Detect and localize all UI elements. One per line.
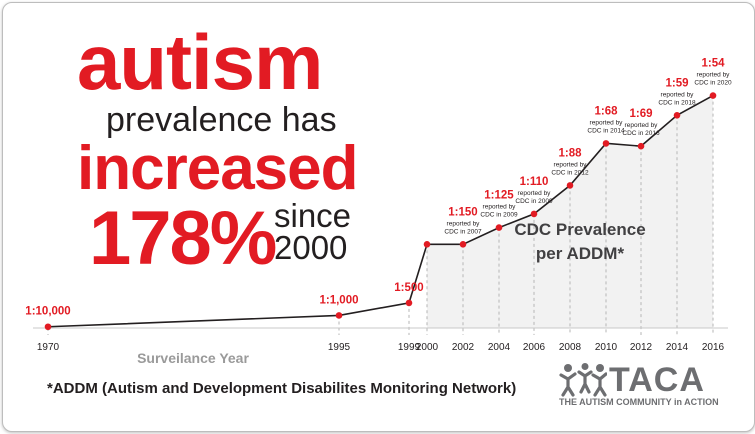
- x-tick-label: 2002: [452, 342, 475, 353]
- x-tick-label: 2000: [416, 342, 439, 353]
- prevalence-line: [47, 94, 714, 328]
- data-note: reported by: [447, 220, 481, 227]
- data-note: reported by: [697, 72, 731, 79]
- headline-percent: 178%: [89, 196, 277, 281]
- headline-autism: autism: [77, 18, 323, 106]
- headline-since: since: [274, 197, 352, 234]
- x-tick-label: 1999: [398, 342, 421, 353]
- headline-increased: increased: [77, 134, 359, 203]
- x-tick-label: 2016: [702, 342, 725, 353]
- data-point: [637, 142, 645, 150]
- data-note: CDC in 2018: [658, 99, 696, 106]
- x-tick-label: 2012: [630, 342, 653, 353]
- x-tick-label: 2008: [559, 342, 582, 353]
- data-note: CDC in 2009: [515, 198, 553, 205]
- data-note: reported by: [483, 204, 517, 211]
- data-label: 1:69: [629, 108, 652, 120]
- logo-tagline: THE AUTISM COMMUNITY in ACTION: [559, 397, 719, 407]
- data-point: [495, 224, 503, 231]
- headline-year: 2000: [274, 229, 348, 266]
- x-tick-label: 2004: [488, 342, 511, 353]
- chart-title-line1: CDC Prevalence: [514, 220, 645, 239]
- x-axis-label: Surveilance Year: [137, 350, 249, 366]
- data-point: [335, 312, 343, 319]
- data-label: 1:125: [484, 190, 514, 202]
- data-point: [709, 92, 717, 99]
- taca-logo: TACA THE AUTISM COMMUNITY in ACTION: [559, 363, 729, 413]
- data-label: 1:110: [520, 176, 549, 188]
- data-note: CDC in 2020: [694, 80, 732, 87]
- data-note: reported by: [518, 190, 552, 197]
- data-label: 1:59: [665, 77, 688, 89]
- data-point: [44, 323, 52, 331]
- data-note: reported by: [661, 91, 695, 98]
- data-point: [423, 240, 431, 248]
- data-label: 1:1,000: [319, 294, 358, 306]
- data-note: reported by: [625, 122, 659, 129]
- data-label: 1:54: [701, 58, 725, 70]
- data-note: CDC in 2012: [551, 169, 589, 176]
- footnote: *ADDM (Autism and Development Disabilite…: [47, 380, 517, 397]
- data-label: 1:150: [448, 206, 477, 218]
- data-point: [530, 210, 538, 218]
- x-tick-label: 2014: [666, 342, 689, 353]
- x-tick-label: 1970: [37, 342, 60, 353]
- people-icon: [559, 363, 607, 397]
- data-point: [673, 111, 681, 119]
- chart-title-line2: per ADDM*: [536, 244, 625, 263]
- data-label: 1:500: [394, 282, 423, 294]
- headline-prevalence: prevalence has: [106, 101, 337, 139]
- data-note: reported by: [590, 119, 624, 126]
- data-point: [405, 299, 413, 307]
- data-note: CDC in 2007: [444, 228, 482, 235]
- data-label: 1:68: [594, 105, 618, 117]
- x-tick-label: 2006: [523, 342, 546, 353]
- logo-wordmark: TACA: [609, 361, 705, 399]
- data-point: [459, 240, 467, 248]
- data-label: 1:88: [558, 147, 582, 159]
- data-note: CDC in 2014: [587, 127, 625, 134]
- x-tick-label: 1995: [328, 342, 351, 353]
- data-note: reported by: [554, 161, 588, 168]
- x-tick-label: 2010: [595, 342, 618, 353]
- data-point: [602, 140, 610, 147]
- data-point: [566, 182, 574, 189]
- data-note: CDC in 2009: [480, 212, 518, 219]
- data-note: CDC in 2016: [622, 130, 660, 137]
- data-label: 1:10,000: [25, 306, 70, 318]
